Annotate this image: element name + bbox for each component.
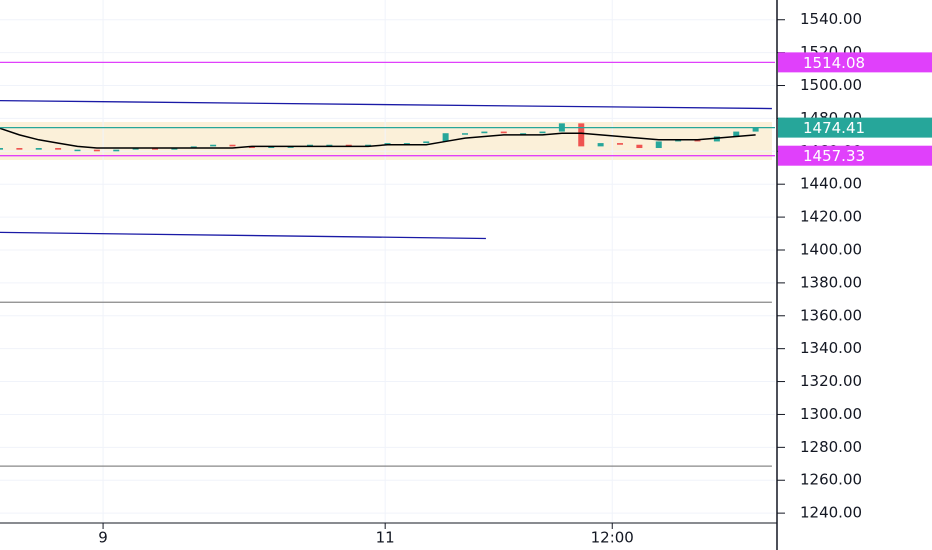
y-tick-label: 1340.00: [800, 339, 862, 357]
candle: [365, 144, 372, 147]
candle: [248, 146, 255, 149]
candle: [0, 148, 3, 150]
y-tick-label: 1260.00: [800, 471, 862, 489]
y-tick-label: 1440.00: [800, 175, 862, 193]
candle: [578, 123, 585, 147]
candle: [733, 131, 740, 137]
y-tick-label: 1280.00: [800, 438, 862, 456]
candle: [655, 141, 662, 149]
price-badge: [778, 117, 932, 138]
candle: [229, 144, 236, 147]
candle: [190, 146, 197, 149]
y-tick-label: 1400.00: [800, 240, 862, 258]
candle: [462, 133, 468, 135]
candle: [713, 136, 720, 142]
range-band: [0, 122, 772, 160]
candle: [152, 148, 158, 150]
candle: [617, 143, 623, 145]
candle: [345, 144, 352, 147]
candle: [210, 144, 217, 147]
candle: [481, 131, 488, 134]
candle: [597, 143, 604, 147]
y-tick-label: 1540.00: [800, 10, 862, 28]
price-badge-label: 1474.41: [803, 119, 865, 137]
candle: [694, 139, 701, 142]
trendline: [0, 100, 772, 110]
candle: [113, 149, 120, 152]
candle: [520, 133, 527, 135]
x-tick-label: 9: [98, 529, 108, 547]
candle: [384, 143, 391, 145]
candle: [442, 133, 449, 142]
price-badge-label: 1457.33: [803, 147, 865, 165]
candle: [752, 127, 759, 132]
moving-average: [0, 127, 756, 149]
y-tick-label: 1420.00: [800, 208, 862, 226]
x-tick-label: 11: [376, 529, 395, 547]
candle: [268, 146, 275, 149]
candle: [93, 149, 100, 152]
candle: [539, 131, 546, 134]
candle: [326, 144, 333, 147]
price-badge-label: 1514.08: [803, 54, 865, 72]
candle: [423, 141, 430, 144]
candle: [636, 144, 643, 149]
candle: [675, 139, 682, 142]
candle: [171, 148, 178, 150]
candle: [16, 148, 23, 150]
y-tick-label: 1240.00: [800, 504, 862, 522]
candle: [35, 148, 42, 150]
y-tick-label: 1500.00: [800, 76, 862, 94]
price-badge: [778, 145, 932, 166]
x-tick-label: 12:00: [591, 529, 634, 547]
candle: [55, 148, 62, 150]
y-tick-label: 1300.00: [800, 405, 862, 423]
trendline: [0, 231, 486, 240]
candle: [403, 143, 410, 145]
candle: [307, 144, 313, 147]
y-tick-label: 1360.00: [800, 306, 862, 324]
y-tick-label: 1380.00: [800, 273, 862, 291]
candle: [500, 131, 507, 134]
price-badge: [778, 52, 932, 73]
y-tick-label: 1320.00: [800, 372, 862, 390]
candle: [74, 149, 81, 152]
candle: [132, 148, 139, 150]
